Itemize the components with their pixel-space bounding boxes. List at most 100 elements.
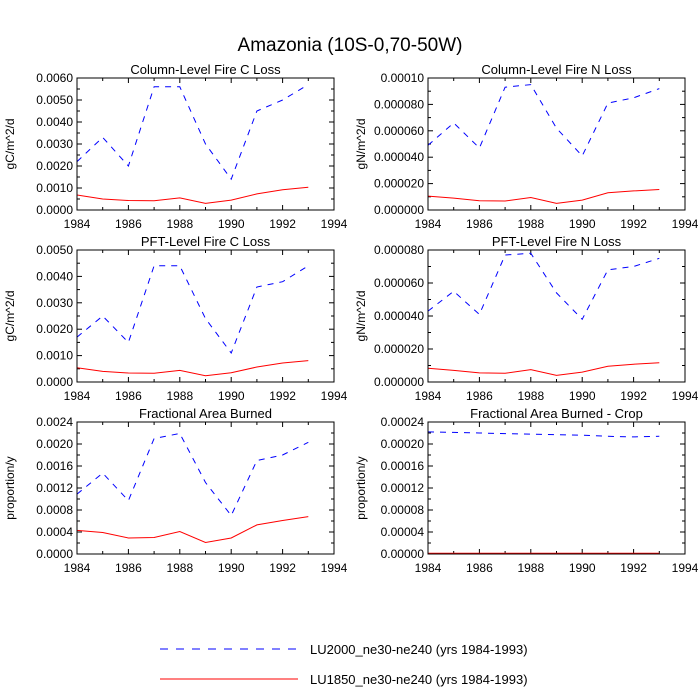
x-tick-label: 1984 [64, 217, 91, 231]
x-tick-label: 1984 [415, 217, 442, 231]
x-tick-label: 1986 [466, 217, 493, 231]
y-tick-label: 0.000060 [374, 276, 424, 290]
chart-panel-3: PFT-Level Fire C Loss 1984 1986 1988 1990 199… [3, 234, 348, 403]
y-tick-label: 0.00000 [381, 547, 425, 561]
legend-label-lu1850: LU1850_ne30-ne240 (yrs 1984-1993) [310, 672, 528, 687]
plot-frame [427, 421, 686, 555]
x-tick-label: 1990 [569, 561, 596, 575]
figure-title: Amazonia (10S-0,70-50W) [238, 35, 463, 56]
y-tick-label: 0.0004 [36, 525, 73, 539]
x-tick-label: 1988 [166, 217, 193, 231]
chart-title: Fractional Area Burned [139, 406, 272, 421]
x-tick-label: 1992 [620, 561, 647, 575]
y-tick-label: 0.00020 [381, 437, 425, 451]
y-tick-label: 0.000080 [374, 97, 424, 111]
x-tick-label: 1988 [166, 389, 193, 403]
x-tick-label: 1994 [321, 561, 348, 575]
plot-frame [76, 249, 335, 383]
y-tick-label: 0.0010 [36, 349, 73, 363]
x-tick-label: 1990 [569, 217, 596, 231]
plot-frame [76, 77, 335, 211]
x-tick-label: 1990 [569, 389, 596, 403]
y-axis-label: gC/m^2/d [3, 291, 17, 342]
series-line-lu2000 [76, 84, 309, 181]
x-tick-label: 1986 [115, 389, 142, 403]
x-tick-label: 1994 [672, 217, 699, 231]
y-axis-label: gN/m^2/d [354, 291, 368, 342]
legend: LU2000_ne30-ne240 (yrs 1984-1993) LU1850… [160, 642, 528, 687]
y-axis-label: gC/m^2/d [3, 119, 17, 170]
x-tick-label: 1988 [166, 561, 193, 575]
x-tick-label: 1994 [321, 217, 348, 231]
y-tick-label: 0.0030 [36, 137, 73, 151]
y-tick-label: 0.00024 [381, 415, 425, 429]
legend-label-lu2000: LU2000_ne30-ne240 (yrs 1984-1993) [310, 642, 528, 657]
y-tick-label: 0.00016 [381, 459, 425, 473]
series-line-lu2000 [427, 84, 660, 157]
x-tick-label: 1992 [620, 389, 647, 403]
y-tick-label: 0.0020 [36, 322, 73, 336]
plot-frame [427, 77, 686, 211]
y-tick-label: 0.0010 [36, 181, 73, 195]
y-tick-label: 0.0050 [36, 243, 73, 257]
chart-title: PFT-Level Fire C Loss [141, 234, 271, 249]
y-tick-label: 0.0000 [36, 203, 73, 217]
x-tick-label: 1988 [517, 217, 544, 231]
x-tick-label: 1984 [415, 389, 442, 403]
y-tick-label: 0.0050 [36, 93, 73, 107]
y-tick-label: 0.00012 [381, 481, 425, 495]
series-line-lu1850 [427, 189, 660, 204]
x-tick-label: 1984 [64, 389, 91, 403]
x-tick-label: 1986 [466, 389, 493, 403]
y-tick-label: 0.0012 [36, 481, 73, 495]
y-tick-label: 0.000020 [374, 342, 424, 356]
series-line-lu2000 [427, 431, 660, 438]
x-tick-label: 1992 [620, 217, 647, 231]
y-tick-label: 0.000080 [374, 243, 424, 257]
panels: Column-Level Fire C Loss 1984 1986 1988 1990… [3, 62, 699, 575]
series-line-lu1850 [427, 362, 660, 376]
y-tick-label: 0.000040 [374, 150, 424, 164]
x-tick-label: 1994 [672, 389, 699, 403]
y-tick-label: 0.00004 [381, 525, 425, 539]
chart-title: Column-Level Fire C Loss [130, 62, 281, 77]
x-tick-label: 1986 [115, 217, 142, 231]
x-tick-label: 1992 [269, 561, 296, 575]
chart-panel-4: PFT-Level Fire N Loss 1984 1986 1988 1990 199… [354, 234, 699, 403]
y-tick-label: 0.0040 [36, 269, 73, 283]
y-tick-label: 0.0020 [36, 437, 73, 451]
chart-panel-1: Column-Level Fire C Loss 1984 1986 1988 1990… [3, 62, 348, 231]
plot-frame [76, 421, 335, 555]
y-tick-label: 0.000000 [374, 375, 424, 389]
y-tick-label: 0.000020 [374, 177, 424, 191]
x-tick-label: 1990 [218, 389, 245, 403]
y-tick-label: 0.000000 [374, 203, 424, 217]
y-tick-label: 0.0060 [36, 71, 73, 85]
y-tick-label: 0.0030 [36, 296, 73, 310]
x-tick-label: 1990 [218, 217, 245, 231]
y-tick-label: 0.0024 [36, 415, 73, 429]
x-tick-label: 1990 [218, 561, 245, 575]
x-tick-label: 1992 [269, 389, 296, 403]
y-axis-label: proportion/y [3, 456, 17, 519]
x-tick-label: 1988 [517, 561, 544, 575]
y-tick-label: 0.000040 [374, 309, 424, 323]
y-tick-label: 0.0016 [36, 459, 73, 473]
y-tick-label: 0.000060 [374, 124, 424, 138]
chart-panel-5: Fractional Area Burned 1984 1986 1988 1990 19… [3, 406, 348, 575]
chart-panel-2: Column-Level Fire N Loss 1984 1986 1988 1990… [354, 62, 699, 231]
y-tick-label: 0.0000 [36, 547, 73, 561]
x-tick-label: 1994 [321, 389, 348, 403]
chart-title: PFT-Level Fire N Loss [492, 234, 622, 249]
chart-title: Fractional Area Burned - Crop [470, 406, 643, 421]
series-line-lu1850 [76, 516, 309, 544]
y-axis-label: gN/m^2/d [354, 119, 368, 170]
x-tick-label: 1984 [415, 561, 442, 575]
plot-frame [427, 249, 686, 383]
y-tick-label: 0.0040 [36, 115, 73, 129]
x-tick-label: 1992 [269, 217, 296, 231]
x-tick-label: 1986 [115, 561, 142, 575]
y-tick-label: 0.00008 [381, 503, 425, 517]
series-line-lu1850 [76, 186, 309, 204]
